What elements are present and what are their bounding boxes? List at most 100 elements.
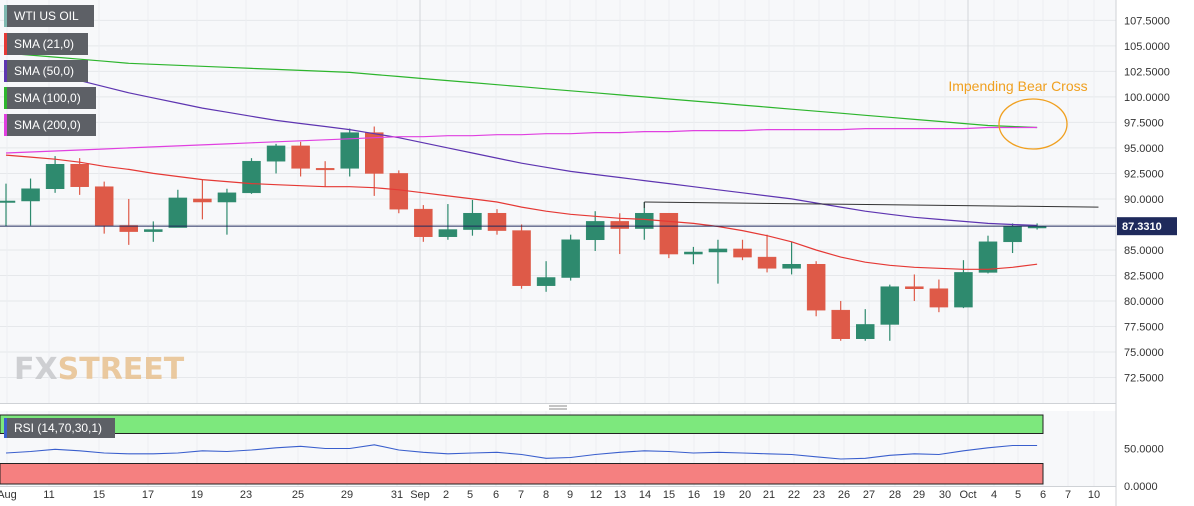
price-tick-label: 82.5000 (1124, 270, 1164, 282)
rsi-legend-label: RSI (14,70,30,1) (14, 421, 102, 435)
rsi-line (5, 444, 1038, 460)
candle-up (266, 145, 286, 162)
candle-up (954, 272, 973, 308)
candle-up (0, 200, 16, 203)
candle-up (708, 248, 728, 253)
x-tick-label: 27 (863, 489, 875, 501)
candle-up (340, 132, 359, 169)
candle-up (463, 212, 482, 230)
sma-21-swatch (4, 33, 7, 55)
legend-title-label: WTI US OIL (14, 9, 79, 23)
candle-up (782, 263, 801, 269)
axis-bg (1116, 0, 1194, 506)
legend-title[interactable]: WTI US OIL (4, 5, 94, 27)
candle-down (94, 186, 114, 226)
candle-up (242, 160, 261, 194)
x-tick-label: 9 (567, 489, 573, 501)
candle-down (414, 208, 433, 237)
x-tick-label: Oct (959, 489, 976, 501)
x-tick-label: 26 (838, 489, 850, 501)
x-tick-label: 29 (341, 489, 353, 501)
x-tick-label: 17 (142, 489, 154, 501)
legend-sma-21[interactable]: SMA (21,0) (4, 33, 88, 55)
x-tick-label: 11 (43, 489, 54, 501)
candle-up (168, 197, 188, 228)
x-tick-label: 6 (1040, 489, 1046, 501)
candle-up (45, 164, 65, 189)
rsi-tick-label: 50.0000 (1124, 444, 1164, 456)
price-tick-label: 72.5000 (1124, 372, 1164, 384)
x-tick-label: Sep (410, 489, 430, 501)
x-tick-label: 16 (688, 489, 700, 501)
x-tick-label: 31 (391, 489, 403, 501)
x-tick-label: 7 (518, 489, 524, 501)
x-tick-label: 14 (639, 489, 651, 501)
rsi-oversold-zone (0, 463, 1044, 485)
candle-up (978, 241, 998, 273)
resistance-trendline (644, 201, 1099, 208)
candle-up (144, 229, 163, 232)
candle-up (21, 188, 40, 202)
sma-200-swatch (4, 114, 7, 136)
x-tick-label: 15 (93, 489, 105, 501)
fxstreet-watermark: FXSTREET (14, 352, 184, 387)
price-tick-label: 100.0000 (1124, 92, 1170, 104)
x-tick-label: 23 (240, 489, 252, 501)
rsi-overbought-zone (0, 414, 1044, 434)
candle-down (831, 309, 850, 339)
x-tick-label: 5 (467, 489, 473, 501)
price-tick-label: 85.0000 (1124, 245, 1164, 257)
x-tick-label: 8 (543, 489, 549, 501)
price-tick-label: 77.5000 (1124, 321, 1164, 333)
candle-down (905, 286, 924, 289)
x-tick-label: 7 (1065, 489, 1071, 501)
candle-up (856, 324, 875, 339)
watermark-part2: STREET (57, 352, 185, 387)
price-tick-label: 107.5000 (1124, 15, 1170, 27)
legend-sma-200[interactable]: SMA (200,0) (4, 114, 96, 136)
legend-sma-200-label: SMA (200,0) (14, 118, 81, 132)
x-tick-label: 20 (739, 489, 751, 501)
price-tick-label: 80.0000 (1124, 296, 1164, 308)
x-tick-label: 30 (939, 489, 951, 501)
rsi-legend-box (4, 418, 115, 438)
candle-down (806, 263, 826, 311)
x-tick-label: Aug (0, 489, 17, 501)
candle-down (291, 145, 310, 169)
bear-cross-circle (998, 98, 1068, 150)
bear-cross-annotation: Impending Bear Cross (948, 78, 1087, 94)
candle-down (487, 212, 507, 231)
x-tick-label: 13 (614, 489, 626, 501)
price-tick-label: 105.0000 (1124, 41, 1170, 53)
price-tick-label: 102.5000 (1124, 66, 1170, 78)
price-pane-bg (0, 0, 1116, 403)
candle-up (880, 286, 900, 325)
legend-sma-100[interactable]: SMA (100,0) (4, 87, 96, 109)
candle-down (757, 256, 777, 269)
x-tick-label: 21 (763, 489, 775, 501)
candle-down (389, 173, 409, 210)
legend-title-swatch (4, 5, 7, 27)
sma-50-swatch (4, 60, 7, 82)
candle-down (659, 212, 679, 255)
rsi-legend-swatch (4, 418, 7, 438)
watermark-part1: FX (14, 352, 58, 387)
x-tick-label: 25 (292, 489, 304, 501)
sma-line-210 (5, 154, 1038, 270)
legend-sma-50[interactable]: SMA (50,0) (4, 60, 88, 82)
x-tick-label: 4 (991, 489, 997, 501)
price-tick-label: 95.0000 (1124, 143, 1164, 155)
candle-down (929, 288, 949, 308)
sma-100-swatch (4, 87, 7, 109)
candle-up (438, 229, 458, 237)
x-tick-label: 22 (788, 489, 800, 501)
rsi-tick-label: 0.0000 (1124, 481, 1158, 493)
price-tick-label: 92.5000 (1124, 168, 1164, 180)
candle-down (610, 221, 629, 229)
candle-up (684, 251, 703, 255)
candle-up (635, 212, 654, 229)
x-tick-label: 15 (663, 489, 675, 501)
x-tick-label: 5 (1015, 489, 1021, 501)
candle-down (315, 168, 335, 171)
